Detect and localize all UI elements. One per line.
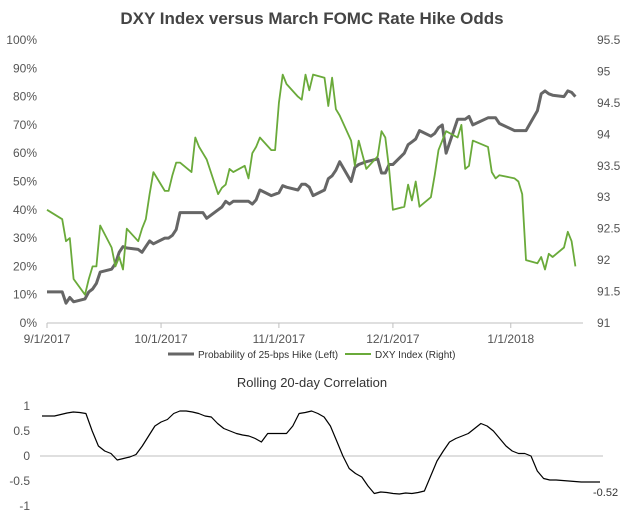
bottom-tick-label: 0: [23, 449, 30, 463]
right-tick-label: 91.5: [597, 285, 621, 299]
top-chart-title: DXY Index versus March FOMC Rate Hike Od…: [120, 9, 503, 28]
right-tick-label: 93.5: [597, 159, 621, 173]
left-tick-label: 30%: [13, 231, 37, 245]
left-tick-label: 90%: [13, 61, 37, 75]
left-tick-label: 0%: [20, 316, 38, 330]
legend-label-probability: Probability of 25-bps Hike (Left): [198, 350, 338, 361]
right-tick-label: 91: [597, 316, 611, 330]
x-tick-label: 12/1/2017: [366, 332, 420, 346]
right-tick-label: 93: [597, 190, 611, 204]
right-tick-label: 92.5: [597, 222, 621, 236]
correlation-end-annotation: -0.52: [593, 487, 618, 499]
bottom-tick-label: 0.5: [13, 424, 30, 438]
x-tick-label: 1/1/2018: [487, 332, 534, 346]
left-tick-label: 20%: [13, 259, 37, 273]
correlation-series-line: [42, 410, 600, 495]
top-left-axis: 0% 10% 20% 30% 40% 50% 60% 70% 80% 90% 100%: [6, 33, 37, 330]
right-tick-label: 92: [597, 253, 611, 267]
probability-series-line: [47, 89, 577, 305]
x-tick-label: 11/1/2017: [253, 332, 306, 346]
legend: Probability of 25-bps Hike (Left) DXY In…: [168, 350, 455, 361]
right-tick-label: 95: [597, 64, 611, 78]
left-tick-label: 50%: [13, 175, 37, 189]
left-tick-label: 60%: [13, 146, 37, 160]
bottom-chart-title: Rolling 20-day Correlation: [237, 375, 387, 390]
x-tick-label: 10/1/2017: [134, 332, 188, 346]
legend-label-dxy: DXY Index (Right): [375, 350, 455, 361]
left-tick-label: 10%: [13, 288, 37, 302]
bottom-series-group: [42, 410, 600, 495]
top-right-axis: 91 91.5 92 92.5 93 93.5 94 94.5 95 95.5: [597, 33, 621, 330]
dxy-series-line: [46, 73, 577, 296]
left-tick-label: 70%: [13, 118, 37, 132]
right-tick-label: 94: [597, 127, 611, 141]
left-tick-label: 40%: [13, 203, 37, 217]
bottom-tick-label: -0.5: [9, 474, 30, 488]
right-tick-label: 95.5: [597, 33, 621, 47]
bottom-y-axis: 1 0.5 0 -0.5 -1: [9, 399, 30, 513]
left-tick-label: 80%: [13, 90, 37, 104]
bottom-tick-label: 1: [23, 399, 30, 413]
top-series-group: [46, 73, 577, 305]
x-tick-label: 9/1/2017: [24, 332, 71, 346]
right-tick-label: 94.5: [597, 96, 621, 110]
left-tick-label: 100%: [6, 33, 37, 47]
top-x-axis: 9/1/2017 10/1/2017 11/1/2017 12/1/2017 1/1/2…: [24, 323, 534, 346]
bottom-tick-label: -1: [19, 499, 30, 513]
